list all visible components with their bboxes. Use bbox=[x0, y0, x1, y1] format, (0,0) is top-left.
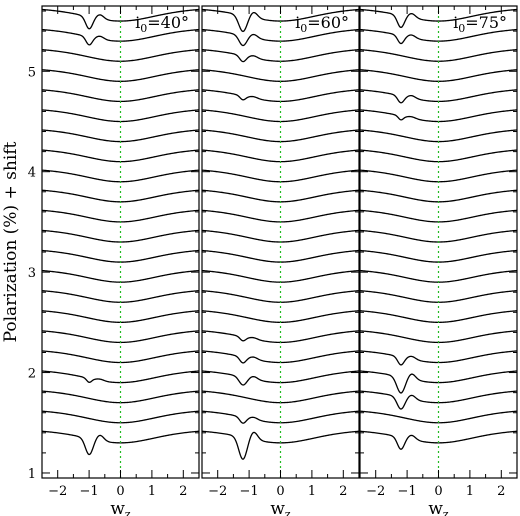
x-tick-label: 1 bbox=[308, 484, 316, 499]
y-tick-label: 5 bbox=[28, 65, 36, 80]
y-tick-label: 2 bbox=[28, 367, 36, 382]
panel-label: i0=40° bbox=[135, 13, 189, 35]
x-tick-label: 2 bbox=[179, 484, 187, 499]
panel-i0=75: −2 −1 0 1 2 i0=75° wz bbox=[359, 5, 518, 516]
x-axis-label: wz bbox=[270, 499, 291, 516]
x-tick-label: 1 bbox=[466, 484, 474, 499]
y-axis-label: Polarization (%) + shift bbox=[1, 141, 21, 342]
panel-label: i0=75° bbox=[453, 13, 507, 35]
panel-i0=60: −2 −1 0 1 2 i0=60° wz bbox=[201, 5, 360, 516]
x-tick-label: 0 bbox=[434, 484, 442, 499]
y-tick-label: 4 bbox=[28, 166, 36, 181]
series-line bbox=[201, 430, 360, 460]
x-tick-label: 2 bbox=[497, 484, 505, 499]
panel-i0=40: −2 −1 0 1 2 i0=40° wz bbox=[41, 5, 200, 516]
x-tick-label: −1 bbox=[398, 484, 417, 499]
axis-labels: 1 2 3 4 5 Polarization (%) + shift bbox=[1, 65, 36, 482]
x-tick-label: −2 bbox=[366, 484, 385, 499]
x-tick-label: 0 bbox=[276, 484, 284, 499]
x-tick-label: 2 bbox=[339, 484, 347, 499]
x-axis-label: wz bbox=[428, 499, 449, 516]
y-tick-label: 3 bbox=[28, 266, 36, 281]
x-tick-label: −1 bbox=[80, 484, 99, 499]
x-tick-label: −2 bbox=[48, 484, 67, 499]
x-tick-label: −1 bbox=[240, 484, 259, 499]
panels: −2 −1 0 1 2 i0=40° wz −2 −1 0 1 2 i0=60° wz −2 −1 0 1 2 i0=… bbox=[41, 5, 518, 516]
x-tick-label: 1 bbox=[148, 484, 156, 499]
x-axis-label: wz bbox=[110, 499, 131, 516]
x-tick-label: 0 bbox=[116, 484, 124, 499]
y-tick-label: 1 bbox=[28, 467, 36, 482]
panel-label: i0=60° bbox=[295, 13, 349, 35]
x-tick-label: −2 bbox=[208, 484, 227, 499]
